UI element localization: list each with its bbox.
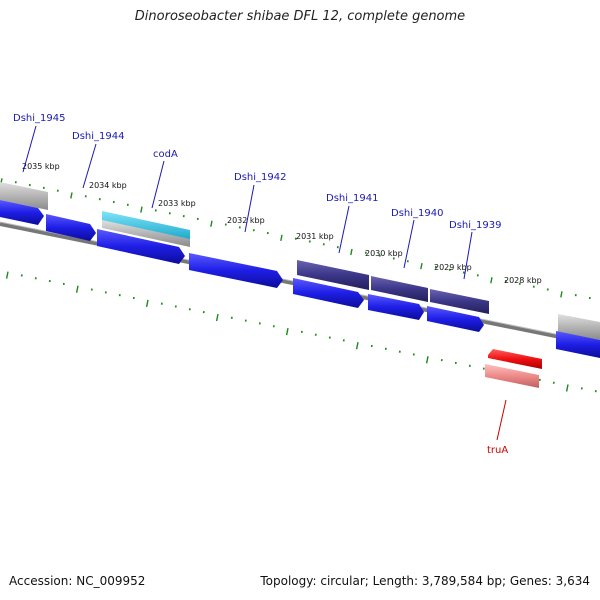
scale-label: 2034 kbp: [89, 181, 127, 190]
gene-Dshi_1945-cds[interactable]: [0, 200, 44, 225]
major-tick: [285, 327, 289, 336]
feature-track-reverse: [485, 349, 542, 388]
gene-codA-cds[interactable]: [97, 229, 185, 264]
major-tick: [145, 299, 149, 307]
scale-labels: 2035 kbp 2034 kbp 2033 kbp 2032 kbp 2031…: [22, 162, 542, 285]
scale-label: 2030 kbp: [365, 249, 403, 258]
map-title: Dinoroseobacter shibae DFL 12, complete …: [134, 9, 466, 24]
gene-label[interactable]: Dshi_1944: [72, 131, 124, 142]
outer-scale-ticks: [0, 178, 591, 300]
gene-Dshi_1939-feature[interactable]: [430, 289, 489, 314]
scale-label: 2032 kbp: [227, 216, 265, 225]
major-tick: [350, 248, 353, 256]
scale-label: 2035 kbp: [22, 162, 60, 171]
scale-label: 2028 kbp: [504, 276, 542, 285]
gray-feature[interactable]: [102, 220, 190, 247]
gene-label[interactable]: Dshi_1945: [13, 113, 65, 124]
scale-label: 2029 kbp: [434, 263, 472, 272]
major-tick: [75, 285, 79, 293]
accession-text: Accession: NC_009952: [9, 574, 146, 588]
scale-label: 2033 kbp: [158, 199, 196, 208]
major-tick: [560, 291, 563, 298]
cds-feature[interactable]: [556, 331, 600, 358]
major-tick: [565, 384, 569, 392]
gray-feature[interactable]: [0, 182, 48, 210]
gene-Dshi_1941-feature[interactable]: [297, 260, 369, 290]
gene-Dshi_1940-cds[interactable]: [368, 294, 424, 320]
major-tick: [140, 206, 143, 213]
gene-label[interactable]: Dshi_1939: [449, 220, 501, 231]
gene-label[interactable]: Dshi_1940: [391, 208, 443, 219]
major-tick: [420, 262, 423, 270]
gene-Dshi_1941-cds[interactable]: [293, 278, 364, 308]
gene-truA-feature[interactable]: [488, 349, 542, 369]
gene-label[interactable]: truA: [487, 445, 508, 456]
major-tick: [70, 192, 73, 199]
gene-label[interactable]: codA: [153, 149, 178, 160]
gene-Dshi_1944-cds[interactable]: [46, 214, 96, 241]
gray-feature[interactable]: [558, 314, 600, 340]
major-tick: [215, 313, 219, 322]
major-tick: [280, 234, 283, 242]
topology-summary-text: Topology: circular; Length: 3,789,584 bp…: [260, 574, 590, 588]
gene-label[interactable]: Dshi_1941: [326, 193, 378, 204]
gene-labels: Dshi_1945 Dshi_1944 codA Dshi_1942 Dshi_…: [13, 113, 508, 456]
label-leaders: [22, 125, 507, 441]
pink-feature[interactable]: [485, 364, 539, 388]
gene-Dshi_1939-cds[interactable]: [427, 306, 484, 332]
major-tick: [210, 220, 213, 227]
feature-track-outer: [0, 182, 600, 340]
major-tick: [355, 342, 359, 350]
gene-Dshi_1940-feature[interactable]: [371, 276, 428, 302]
major-tick: [490, 277, 493, 284]
major-tick: [5, 271, 9, 279]
gene-Dshi_1942-cds[interactable]: [189, 253, 283, 288]
scale-label: 2031 kbp: [296, 232, 334, 241]
gene-codA-feature[interactable]: [102, 211, 190, 240]
feature-track-cds: [0, 200, 600, 358]
gene-label[interactable]: Dshi_1942: [234, 172, 286, 183]
major-tick: [425, 356, 429, 364]
